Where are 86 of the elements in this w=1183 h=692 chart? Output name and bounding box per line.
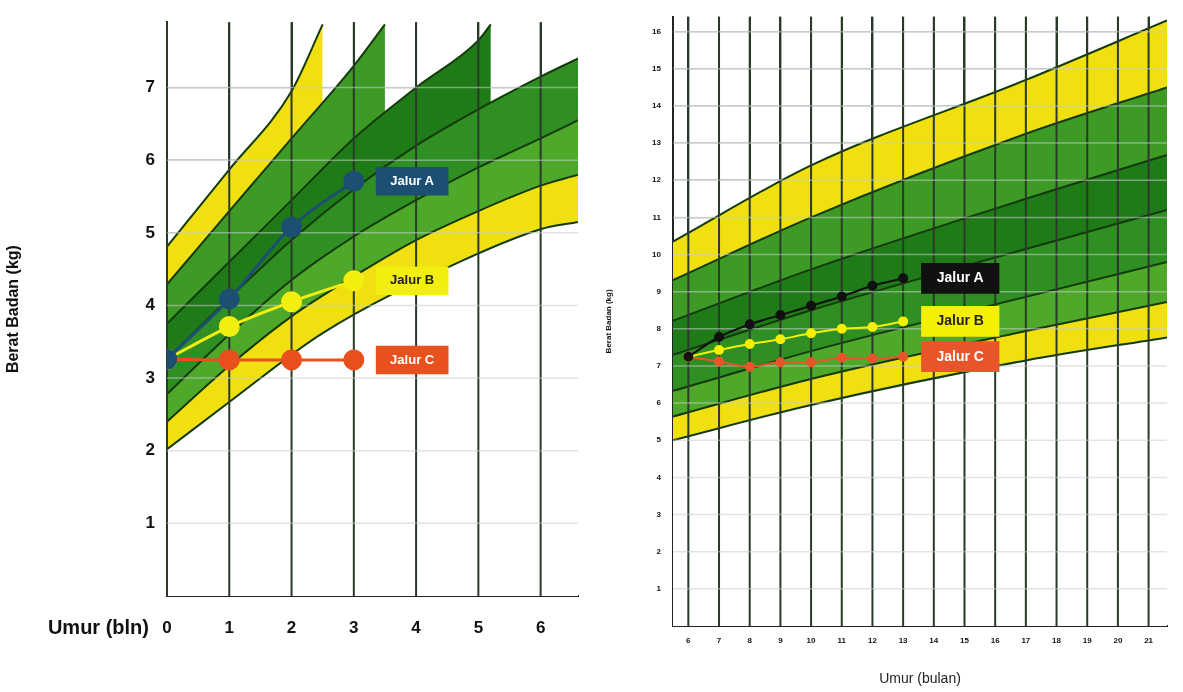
point (343, 270, 365, 292)
point (744, 319, 755, 330)
text: Jalur A (390, 172, 435, 188)
point (281, 349, 303, 371)
y-tick-label: 7 (145, 77, 155, 97)
point (806, 328, 817, 339)
y-tick-label: 4 (656, 472, 662, 482)
x-tick-label: 20 (1113, 636, 1123, 645)
y-tick-label: 13 (652, 138, 662, 148)
point (806, 300, 817, 311)
x-tick-label: 2 (286, 617, 297, 637)
y-axis-title: Berat Badan (kg) (604, 289, 613, 354)
point (867, 280, 878, 291)
point (714, 356, 725, 367)
point (836, 291, 847, 302)
x-tick-label: 9 (778, 636, 784, 645)
point (867, 353, 878, 364)
point (218, 316, 240, 338)
x-tick-label: 17 (1021, 636, 1031, 645)
point (775, 334, 786, 345)
y-tick-label: 1 (145, 513, 155, 533)
point (744, 361, 755, 372)
x-tick-label: 10 (806, 636, 817, 645)
point (281, 216, 303, 238)
y-tick-label: 1 (656, 584, 662, 594)
x-tick-label: 12 (867, 636, 878, 645)
point (867, 321, 878, 332)
point (281, 291, 303, 313)
y-tick-label: 6 (145, 149, 155, 169)
x-tick-label: 19 (1082, 636, 1093, 645)
text: Jalur B (936, 312, 984, 329)
x-tick-label: 18 (1052, 636, 1062, 645)
x-tick-label: 7 (716, 636, 722, 645)
text: Jalur C (936, 347, 984, 364)
x-tick-label: 6 (535, 617, 546, 637)
y-tick-label: 8 (656, 324, 662, 334)
point (775, 310, 786, 321)
point (898, 351, 909, 362)
point (898, 316, 909, 327)
point (218, 349, 240, 371)
y-tick-label: 2 (145, 440, 155, 460)
y-tick-label: 16 (652, 26, 662, 36)
x-tick-label: 6 (686, 636, 692, 645)
x-tick-label: 3 (349, 617, 359, 637)
point (714, 345, 725, 355)
text: Jalur A (936, 269, 984, 286)
x-tick-label: 16 (990, 636, 1001, 645)
x-tick-label: 21 (1144, 636, 1154, 645)
point (836, 323, 847, 334)
y-tick-label: 5 (656, 435, 662, 445)
x-tick-label: 11 (837, 636, 847, 645)
point (714, 332, 725, 342)
y-tick-label: 12 (652, 175, 662, 185)
y-tick-label: 9 (656, 286, 662, 296)
x-axis-title: Umur (bulan) (879, 670, 961, 687)
point (836, 352, 847, 363)
x-tick-label: 15 (960, 636, 970, 645)
point (343, 170, 365, 192)
x-tick-label: 0 (162, 617, 172, 637)
y-tick-label: 14 (652, 101, 662, 111)
text: Jalur B (390, 272, 435, 288)
point (218, 288, 240, 310)
point (343, 349, 365, 371)
text: Jalur C (390, 351, 435, 367)
y-tick-label: 3 (145, 367, 155, 387)
x-axis-title: Umur (bln) (47, 615, 149, 638)
point (898, 273, 909, 284)
x-tick-label: 13 (898, 636, 909, 645)
y-tick-label: 15 (652, 64, 662, 74)
x-tick-label: 8 (747, 636, 753, 645)
y-tick-label: 7 (656, 361, 662, 371)
point (806, 357, 817, 368)
point (744, 339, 755, 350)
x-tick-label: 5 (473, 617, 484, 637)
y-tick-label: 5 (145, 222, 155, 242)
x-tick-label: 1 (224, 617, 235, 637)
x-tick-label: 14 (929, 636, 939, 645)
x-tick-label: 4 (411, 617, 422, 637)
y-axis-title: Berat Badan (kg) (4, 245, 22, 374)
y-tick-label: 11 (652, 212, 662, 222)
y-tick-label: 2 (656, 546, 662, 556)
y-tick-label: 6 (656, 398, 662, 408)
y-tick-label: 3 (656, 509, 662, 519)
y-tick-label: 10 (652, 249, 662, 259)
point (775, 357, 786, 368)
y-tick-label: 4 (145, 295, 156, 315)
